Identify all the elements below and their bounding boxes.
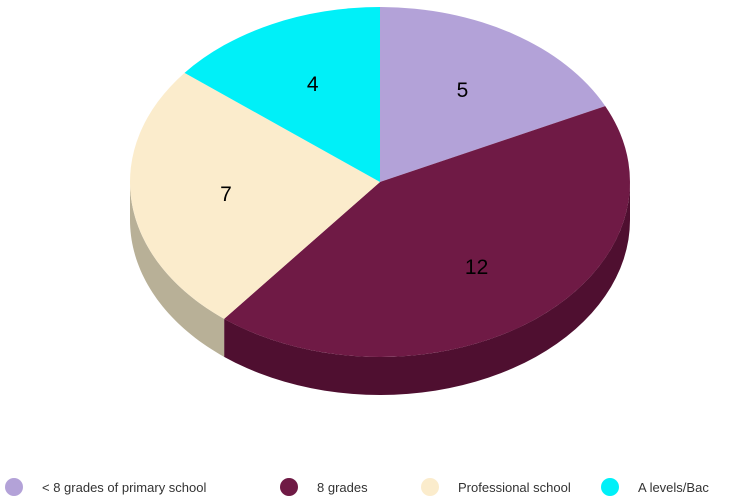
- pie-sides: [130, 182, 630, 395]
- data-label-8-grades: 12: [465, 256, 488, 279]
- pie-slices: [130, 7, 630, 357]
- legend-marker-8-grades-of-primary-school: [5, 478, 23, 496]
- legend-marker-8-grades: [280, 478, 298, 496]
- legend-marker-a-levels-bac: [601, 478, 619, 496]
- data-label-a-levels-bac: 4: [307, 73, 319, 96]
- legend: < 8 grades of primary school 8 grades Prof…: [5, 478, 709, 496]
- data-label-professional-school: 7: [220, 183, 232, 206]
- pie-slice-professional-school: [130, 72, 380, 319]
- pie-data-labels: 5 12 7 4: [220, 73, 488, 279]
- data-label-8-grades-of-primary-school: 5: [457, 79, 469, 102]
- pie-side-8-grades: [224, 182, 630, 395]
- pie-slice-8-grades-of-primary-school: [380, 7, 606, 182]
- legend-marker-professional-school: [421, 478, 439, 496]
- legend-label-8-grades: 8 grades: [317, 480, 368, 495]
- legend-label-a-levels-bac: A levels/Bac: [638, 480, 709, 495]
- pie-side-professional-school: [130, 182, 225, 357]
- pie-slice-8-grades: [224, 106, 630, 357]
- legend-label-8-grades-of-primary-school: < 8 grades of primary school: [42, 480, 206, 495]
- pie-slice-a-levels-bac: [184, 7, 380, 182]
- legend-label-professional-school: Professional school: [458, 480, 571, 495]
